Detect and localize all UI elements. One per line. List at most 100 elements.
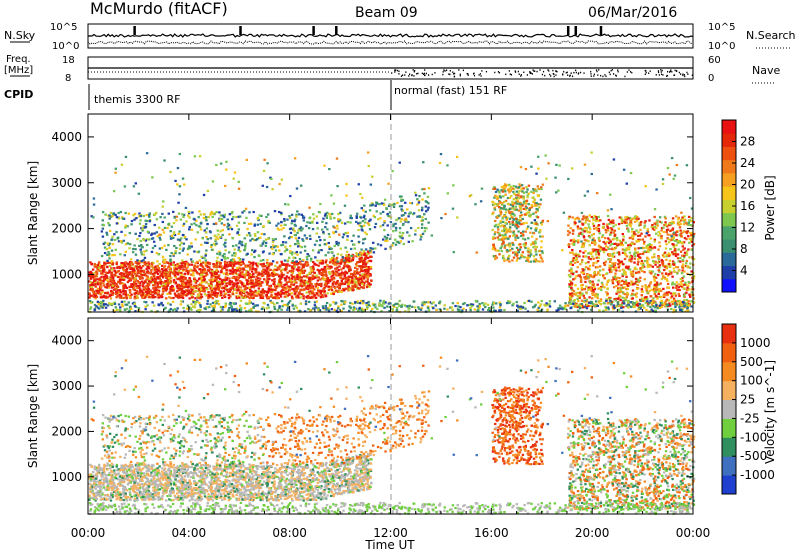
power-cell	[534, 258, 538, 261]
power-cell	[224, 249, 227, 252]
power-cell	[299, 296, 302, 299]
power-cell	[662, 226, 665, 229]
power-cell	[162, 231, 166, 234]
power-cell	[674, 231, 677, 234]
power-cell	[119, 240, 123, 243]
power-cell	[423, 226, 427, 230]
power-cell	[133, 218, 136, 221]
power-cell	[242, 285, 245, 288]
power-cell	[297, 296, 301, 299]
nave-mark	[541, 73, 544, 76]
power-cell	[341, 256, 345, 259]
power-cell	[241, 282, 244, 285]
power-cell	[493, 196, 496, 199]
power-cell	[340, 268, 343, 271]
power-cell	[331, 260, 334, 264]
power-cell	[162, 258, 165, 261]
power-cell	[362, 286, 366, 289]
power-cell	[90, 283, 94, 286]
power-cell	[201, 281, 204, 284]
nave-mark	[421, 72, 423, 75]
power-cell	[652, 297, 655, 300]
power-cell	[272, 295, 275, 298]
power-cell	[118, 282, 122, 285]
power-cell	[123, 264, 126, 267]
power-cell	[519, 207, 523, 210]
power-cell	[231, 272, 235, 276]
power-cell	[157, 267, 161, 270]
power-cell	[140, 280, 144, 283]
power-cell	[232, 215, 235, 219]
power-cell	[576, 291, 580, 295]
power-cell	[293, 279, 297, 282]
nave-mark	[533, 70, 535, 72]
power-cell	[223, 255, 227, 259]
power-cell	[501, 254, 505, 258]
power-cell	[369, 283, 372, 286]
power-cell	[301, 227, 304, 230]
power-cell	[522, 195, 525, 198]
power-cell	[196, 279, 199, 282]
power-cell	[300, 263, 303, 266]
power-cell	[289, 244, 292, 248]
power-cell	[172, 231, 176, 234]
power-cell	[193, 289, 197, 292]
power-cell	[280, 213, 283, 216]
power-cell	[667, 291, 671, 294]
power-cell	[212, 274, 216, 277]
nave-mark	[615, 74, 617, 76]
power-cell	[145, 278, 148, 281]
nave-mark	[660, 69, 662, 71]
power-cell	[606, 225, 609, 228]
power-cell	[308, 272, 311, 275]
power-cell	[541, 251, 544, 255]
power-cell	[636, 263, 640, 266]
power-cell	[216, 284, 219, 287]
power-cell	[597, 227, 600, 231]
power-cell	[597, 224, 601, 227]
nave-mark	[459, 73, 461, 76]
power-cell	[602, 222, 605, 226]
power-cell	[525, 186, 528, 189]
power-cell	[158, 270, 162, 273]
power-cell	[530, 203, 533, 207]
power-cell	[214, 264, 217, 268]
power-cell	[581, 268, 584, 271]
nave-mark	[617, 69, 619, 71]
power-cell	[522, 207, 526, 211]
power-cell	[535, 246, 539, 249]
power-cell	[202, 213, 206, 216]
power-cell	[259, 263, 263, 266]
power-cell	[117, 289, 120, 292]
power-cell	[346, 260, 350, 264]
power-cell	[271, 279, 274, 282]
power-cell	[145, 271, 149, 274]
nave-mark	[414, 69, 416, 72]
nave-mark	[597, 74, 599, 76]
power-cell	[352, 254, 355, 257]
power-cell	[96, 264, 99, 267]
power-cell	[127, 266, 131, 269]
power-cell	[168, 273, 171, 276]
power-cell	[514, 251, 517, 254]
power-cell	[292, 261, 295, 264]
power-cell	[91, 268, 95, 271]
power-cell	[135, 265, 138, 268]
power-cell	[154, 295, 157, 299]
power-cell	[307, 227, 311, 230]
power-cell	[336, 279, 339, 283]
power-cell	[99, 293, 103, 296]
power-cell	[646, 263, 650, 267]
power-cell	[118, 266, 122, 270]
nave-mark	[682, 74, 684, 77]
nave-mark	[422, 73, 425, 75]
power-cell	[260, 270, 264, 273]
power-cell	[111, 254, 114, 257]
power-cell	[624, 219, 627, 222]
power-cell	[383, 220, 386, 223]
power-cell	[317, 294, 320, 297]
power-cell	[678, 241, 682, 244]
power-cell	[295, 296, 298, 299]
power-cell	[503, 214, 507, 217]
power-cell	[254, 281, 258, 284]
